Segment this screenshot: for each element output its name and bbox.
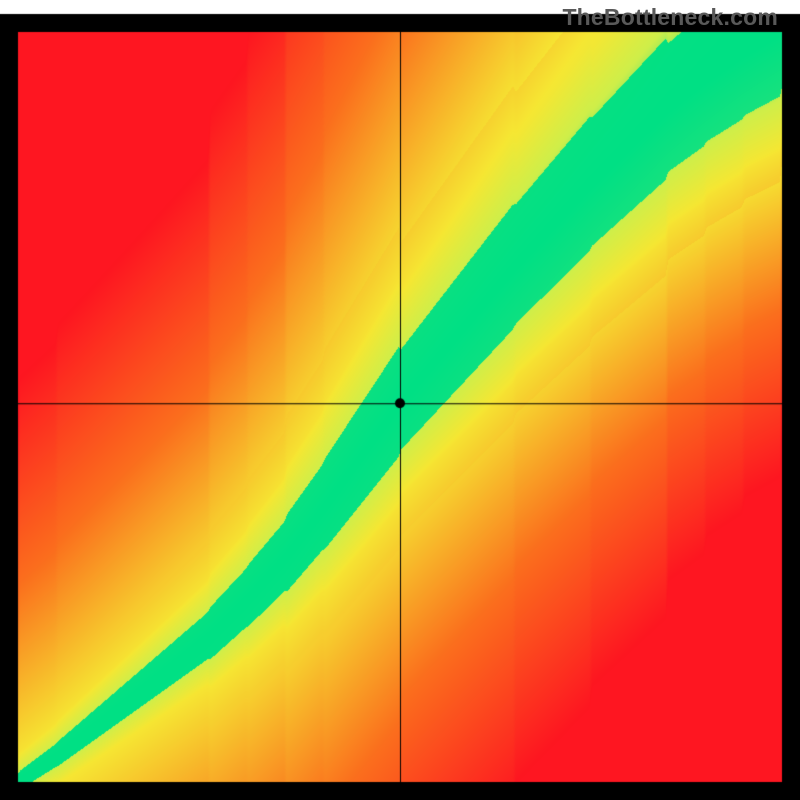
chart-stage: TheBottleneck.com: [0, 0, 800, 800]
watermark-text: TheBottleneck.com: [562, 4, 778, 31]
bottleneck-heatmap-canvas: [0, 0, 800, 800]
